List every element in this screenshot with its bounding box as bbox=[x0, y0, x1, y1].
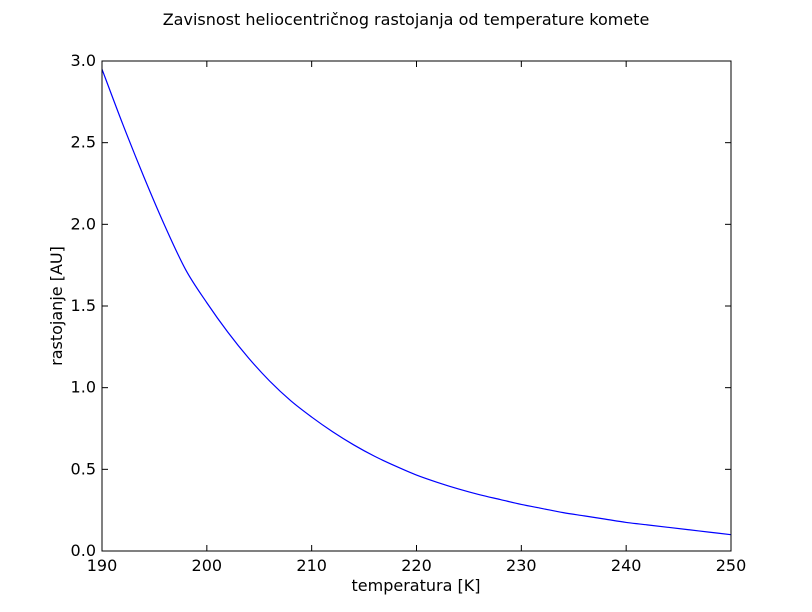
series-line bbox=[101, 68, 732, 536]
y-tick-label: 1.5 bbox=[71, 296, 96, 315]
x-tick-label: 240 bbox=[611, 556, 642, 575]
y-tick-label: 0.0 bbox=[71, 541, 96, 560]
x-tick-label: 220 bbox=[401, 556, 432, 575]
tick-labels: 190 200 210 220 230 240 250 0.0 0.5 1.0 1.5 2.0 2.5 3… bbox=[71, 51, 747, 575]
chart-title: Zavisnost heliocentričnog rastojanja od … bbox=[163, 10, 650, 29]
plot-frame bbox=[101, 60, 732, 552]
plot-area bbox=[101, 68, 732, 536]
x-tick-label: 200 bbox=[192, 556, 223, 575]
x-tick-label: 210 bbox=[296, 556, 327, 575]
y-tick-label: 3.0 bbox=[71, 51, 96, 70]
y-tick-label: 2.5 bbox=[71, 133, 96, 152]
y-axis-label: rastojanje [AU] bbox=[47, 246, 66, 366]
y-tick-label: 0.5 bbox=[71, 459, 96, 478]
y-tick-label: 1.0 bbox=[71, 378, 96, 397]
x-axis-label: temperatura [K] bbox=[352, 576, 481, 595]
x-tick-label: 230 bbox=[506, 556, 537, 575]
y-tick-label: 2.0 bbox=[71, 214, 96, 233]
x-tick-label: 250 bbox=[716, 556, 747, 575]
x-tick-label: 190 bbox=[87, 556, 118, 575]
